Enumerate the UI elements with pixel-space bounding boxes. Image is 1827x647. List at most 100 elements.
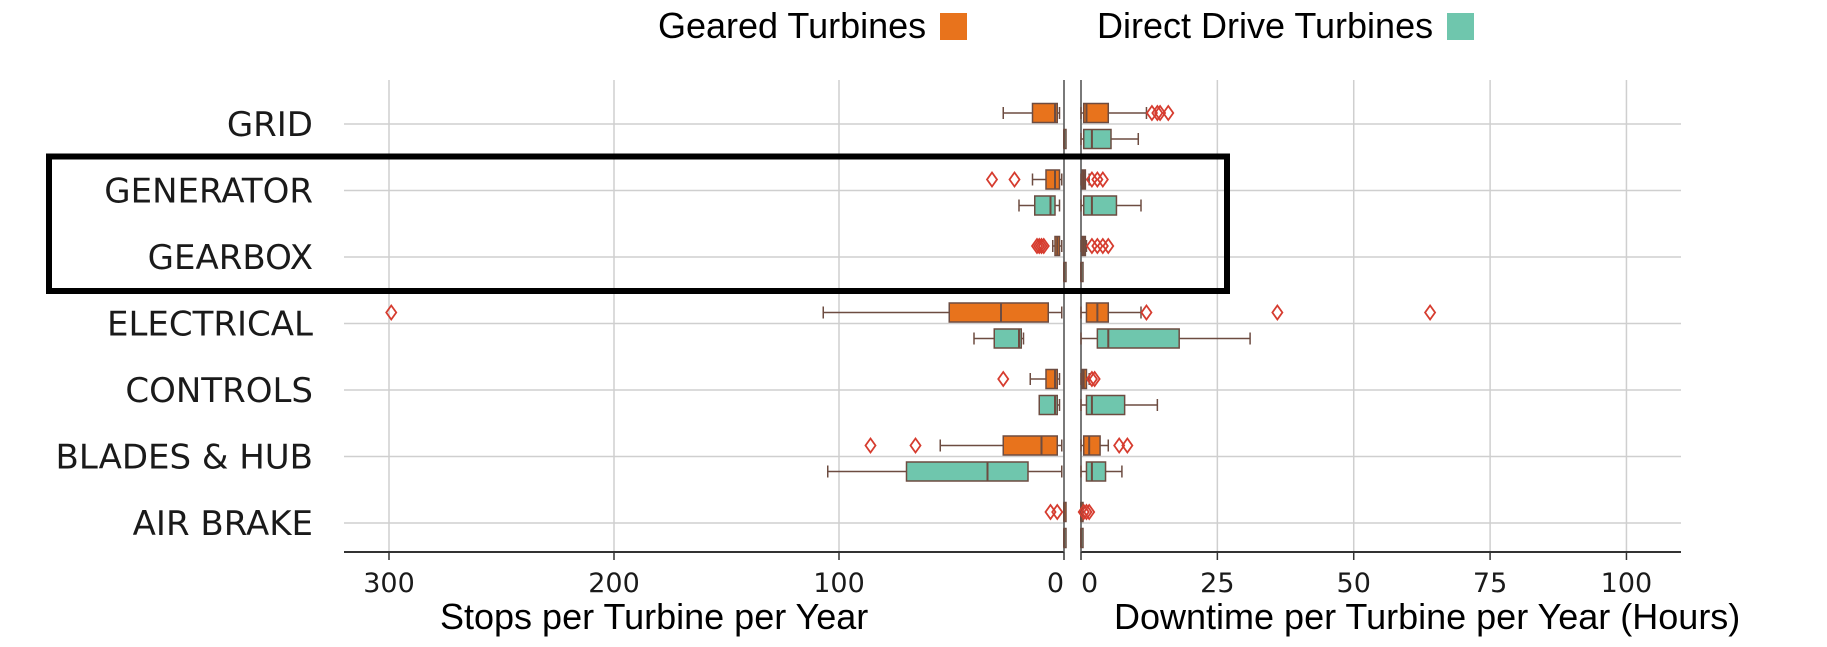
category-label-blades-hub: BLADES & HUB bbox=[56, 438, 313, 478]
category-label-electrical: ELECTRICAL bbox=[107, 305, 313, 345]
left-geared-turbines-grid bbox=[1002, 102, 1061, 124]
right-geared-turbines-grid-flier-0 bbox=[1145, 104, 1159, 122]
tick-label-right-100: 100 bbox=[1601, 568, 1653, 599]
right-geared-turbines-grid-flier-3 bbox=[1162, 104, 1175, 122]
right-geared-turbines-air-brake bbox=[1077, 501, 1096, 523]
right-geared-turbines-grid-flier-2 bbox=[1153, 104, 1167, 122]
left-geared-turbines-electrical-box bbox=[948, 302, 1049, 323]
left-geared-turbines-blades-hub bbox=[864, 435, 1063, 456]
legend-geared-swatch bbox=[940, 12, 968, 40]
right-geared-turbines-blades-hub-flier-0 bbox=[1113, 436, 1126, 455]
left-geared-turbines-controls bbox=[997, 368, 1061, 390]
legend-direct-drive-swatch bbox=[1447, 12, 1475, 40]
highlight-rectangle bbox=[46, 153, 1230, 294]
left-geared-turbines-electrical bbox=[385, 302, 1063, 323]
right-geared-turbines-electrical-flier-1 bbox=[1271, 303, 1284, 322]
right-direct-drive-turbines-grid-box bbox=[1082, 128, 1112, 150]
left-geared-turbines-gearbox bbox=[1030, 235, 1063, 257]
right-geared-turbines-blades-hub-flier-1 bbox=[1121, 436, 1134, 455]
left-geared-turbines-generator bbox=[985, 169, 1063, 190]
right-direct-drive-turbines-electrical-box bbox=[1096, 328, 1180, 349]
category-label-air-brake: AIR BRAKE bbox=[133, 504, 313, 544]
right-geared-turbines-controls bbox=[1080, 368, 1101, 390]
tick-label-left-200: 200 bbox=[588, 568, 640, 599]
right-direct-drive-turbines-electrical bbox=[1080, 328, 1251, 349]
right-geared-turbines-gearbox-flier-0 bbox=[1085, 237, 1099, 255]
right-geared-turbines-blades-hub-box bbox=[1082, 435, 1101, 456]
left-geared-turbines-blades-hub-flier-1 bbox=[864, 436, 877, 455]
right-geared-turbines-generator bbox=[1080, 169, 1109, 190]
left-geared-turbines-grid-box bbox=[1031, 102, 1058, 124]
category-label-grid: GRID bbox=[227, 105, 313, 145]
right-direct-drive-turbines-grid bbox=[1080, 128, 1140, 150]
left-geared-turbines-air-brake bbox=[1044, 501, 1067, 523]
box-marks bbox=[385, 102, 1437, 549]
right-geared-turbines-generator-flier-1 bbox=[1091, 170, 1104, 189]
left-direct-drive-turbines-gearbox bbox=[1063, 261, 1067, 283]
left-geared-turbines-controls-box bbox=[1045, 368, 1058, 390]
right-x-axis-label: Downtime per Turbine per Year (Hours) bbox=[1114, 596, 1741, 637]
right-geared-turbines-gearbox-flier-3 bbox=[1102, 237, 1115, 255]
legend-direct-drive-label: Direct Drive Turbines bbox=[1097, 5, 1434, 46]
left-geared-turbines-gearbox-flier-3 bbox=[1030, 237, 1044, 255]
left-direct-drive-turbines-generator-box bbox=[1034, 195, 1056, 216]
left-geared-turbines-blades-hub-box bbox=[1002, 435, 1058, 456]
left-direct-drive-turbines-controls-box bbox=[1038, 394, 1058, 416]
left-geared-turbines-electrical-flier-0 bbox=[385, 303, 398, 322]
right-geared-turbines-air-brake-flier-2 bbox=[1083, 503, 1096, 521]
right-geared-turbines-air-brake-flier-0 bbox=[1077, 503, 1090, 521]
right-geared-turbines-grid-box bbox=[1082, 102, 1110, 124]
left-geared-turbines-controls-flier-0 bbox=[997, 370, 1010, 388]
right-geared-turbines-air-brake-flier-1 bbox=[1080, 503, 1093, 521]
left-x-axis-label: Stops per Turbine per Year bbox=[440, 596, 869, 637]
tick-label-left-0: 0 bbox=[1047, 568, 1064, 599]
highlight-box bbox=[46, 153, 1230, 294]
left-direct-drive-turbines-blades-hub bbox=[827, 461, 1063, 482]
right-geared-turbines-generator-flier-0 bbox=[1085, 170, 1099, 189]
category-label-controls: CONTROLS bbox=[125, 371, 313, 411]
left-direct-drive-turbines-air-brake bbox=[1063, 527, 1067, 549]
right-direct-drive-turbines-air-brake bbox=[1080, 527, 1084, 549]
right-direct-drive-turbines-gearbox bbox=[1080, 261, 1084, 283]
right-direct-drive-turbines-controls bbox=[1080, 394, 1159, 416]
right-geared-turbines-gearbox-flier-1 bbox=[1091, 237, 1104, 255]
right-direct-drive-turbines-generator bbox=[1080, 195, 1142, 216]
right-geared-turbines-generator-flier-2 bbox=[1096, 170, 1109, 189]
right-direct-drive-turbines-blades-hub-box bbox=[1085, 461, 1107, 482]
left-direct-drive-turbines-blades-hub-box bbox=[905, 461, 1029, 482]
right-geared-turbines-controls-flier-1 bbox=[1088, 370, 1101, 388]
right-direct-drive-turbines-controls-box bbox=[1085, 394, 1126, 416]
left-direct-drive-turbines-controls bbox=[1038, 394, 1061, 416]
left-geared-turbines-gearbox-flier-2 bbox=[1033, 237, 1046, 255]
left-geared-turbines-generator-box bbox=[1045, 169, 1061, 190]
left-geared-turbines-blades-hub-flier-0 bbox=[909, 436, 922, 455]
category-label-generator: GENERATOR bbox=[104, 172, 313, 212]
right-geared-turbines-controls-flier-0 bbox=[1085, 370, 1099, 388]
category-label-gearbox: GEARBOX bbox=[148, 238, 313, 278]
right-geared-turbines-electrical bbox=[1080, 302, 1437, 323]
tick-label-right-75: 75 bbox=[1473, 568, 1507, 599]
left-direct-drive-turbines-electrical bbox=[973, 328, 1025, 349]
legend-direct-drive: Direct Drive Turbines bbox=[1097, 4, 1475, 48]
left-geared-turbines-generator-flier-1 bbox=[985, 170, 999, 189]
legend-geared-label: Geared Turbines bbox=[658, 5, 927, 46]
tick-label-right-50: 50 bbox=[1337, 568, 1371, 599]
right-geared-turbines-electrical-flier-2 bbox=[1423, 303, 1437, 322]
right-direct-drive-turbines-generator-box bbox=[1082, 195, 1118, 216]
left-geared-turbines-air-brake-flier-0 bbox=[1051, 503, 1064, 521]
left-geared-turbines-gearbox-flier-1 bbox=[1035, 237, 1048, 255]
right-geared-turbines-gearbox-flier-2 bbox=[1096, 237, 1109, 255]
right-geared-turbines-blades-hub bbox=[1080, 435, 1134, 456]
left-direct-drive-turbines-generator bbox=[1018, 195, 1061, 216]
labels: 300 200 100 0 0 25 50 75 100 GRID GENERATOR GEARBOX… bbox=[56, 105, 1653, 599]
tick-label-left-100: 100 bbox=[813, 568, 865, 599]
tick-label-right-0: 0 bbox=[1081, 568, 1098, 599]
tick-label-left-300: 300 bbox=[363, 568, 415, 599]
tick-label-right-25: 25 bbox=[1200, 568, 1234, 599]
left-geared-turbines-generator-flier-0 bbox=[1008, 170, 1021, 189]
legend-geared: Geared Turbines bbox=[658, 4, 968, 48]
right-geared-turbines-grid-flier-1 bbox=[1151, 104, 1164, 122]
right-geared-turbines-grid bbox=[1080, 102, 1175, 124]
left-direct-drive-turbines-grid bbox=[1063, 128, 1067, 150]
